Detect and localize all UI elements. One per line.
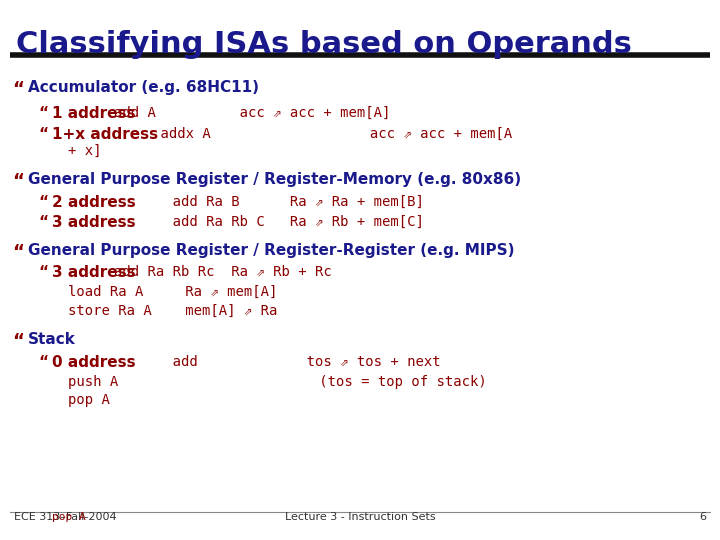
Text: + x]: + x]: [68, 144, 102, 158]
Text: 1+x address: 1+x address: [52, 127, 158, 142]
Text: “: “: [38, 106, 48, 121]
Text: addx A                   acc ⇗ acc + mem[A: addx A acc ⇗ acc + mem[A: [127, 127, 513, 141]
Text: load Ra A     Ra ⇗ mem[A]: load Ra A Ra ⇗ mem[A]: [68, 285, 277, 299]
Text: 3 address: 3 address: [52, 265, 135, 280]
Text: “: “: [12, 332, 24, 350]
Text: add             tos ⇗ tos + next: add tos ⇗ tos + next: [114, 355, 440, 369]
Text: push A                        (tos = top of stack): push A (tos = top of stack): [68, 375, 487, 389]
Text: Stack: Stack: [28, 332, 76, 347]
Text: General Purpose Register / Register-Memory (e.g. 80x86): General Purpose Register / Register-Memo…: [28, 172, 521, 187]
Text: “: “: [12, 80, 24, 98]
Text: Lecture 3 - Instruction Sets: Lecture 3 - Instruction Sets: [284, 512, 436, 522]
Text: add Ra Rb Rc  Ra ⇗ Rb + Rc: add Ra Rb Rc Ra ⇗ Rb + Rc: [114, 265, 331, 279]
Text: store Ra A    mem[A] ⇗ Ra: store Ra A mem[A] ⇗ Ra: [68, 304, 277, 318]
Text: ECE 313–Fall-2004: ECE 313–Fall-2004: [14, 512, 117, 522]
Text: 6: 6: [699, 512, 706, 522]
Text: pop A: pop A: [68, 393, 110, 407]
Text: “: “: [12, 172, 24, 190]
Text: add A          acc ⇗ acc + mem[A]: add A acc ⇗ acc + mem[A]: [114, 106, 390, 120]
Text: 1 address: 1 address: [52, 106, 135, 121]
Text: “: “: [38, 127, 48, 142]
Text: Accumulator (e.g. 68HC11): Accumulator (e.g. 68HC11): [28, 80, 259, 95]
Text: add Ra Rb C   Ra ⇗ Rb + mem[C]: add Ra Rb C Ra ⇗ Rb + mem[C]: [114, 215, 423, 229]
Text: “: “: [38, 195, 48, 210]
Text: “: “: [12, 243, 24, 261]
Text: 3 address: 3 address: [52, 215, 135, 230]
Text: “: “: [38, 215, 48, 230]
Text: add Ra B      Ra ⇗ Ra + mem[B]: add Ra B Ra ⇗ Ra + mem[B]: [114, 195, 423, 209]
Text: Classifying ISAs based on Operands: Classifying ISAs based on Operands: [16, 30, 632, 59]
Text: “: “: [38, 355, 48, 370]
Text: pop A: pop A: [52, 512, 86, 522]
Text: 0 address: 0 address: [52, 355, 135, 370]
Text: “: “: [38, 265, 48, 280]
Text: 2 address: 2 address: [52, 195, 136, 210]
Text: General Purpose Register / Register-Register (e.g. MIPS): General Purpose Register / Register-Regi…: [28, 243, 515, 258]
